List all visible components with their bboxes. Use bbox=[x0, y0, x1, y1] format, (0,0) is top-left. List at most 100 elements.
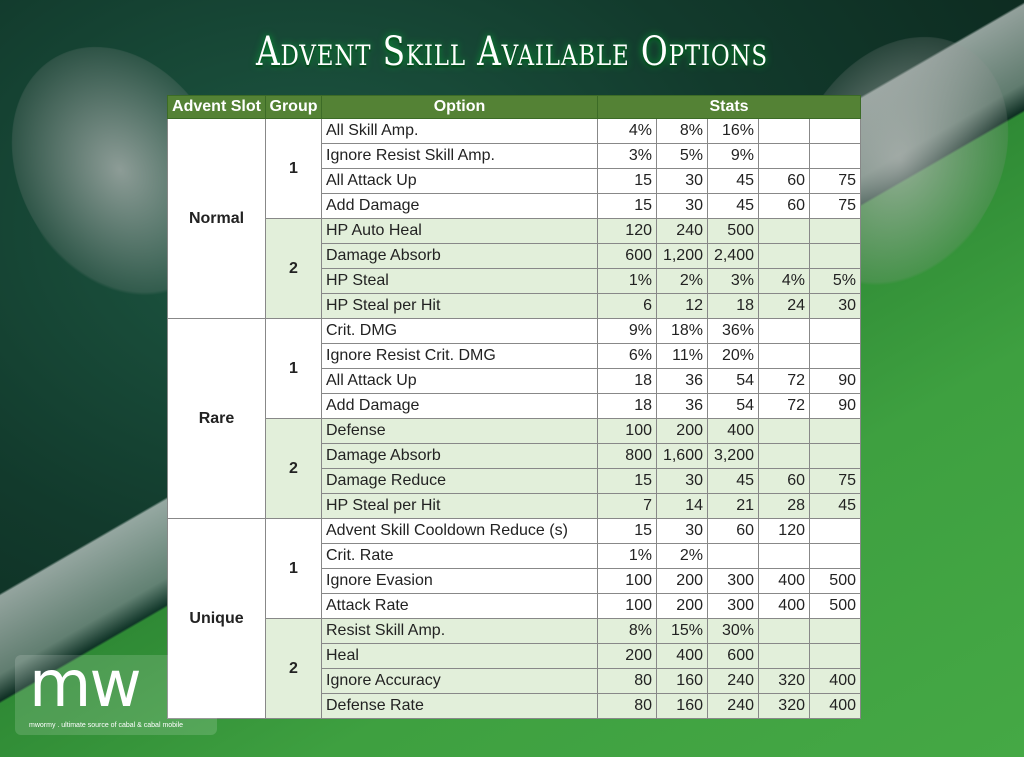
group-cell: 2 bbox=[265, 218, 322, 319]
stat-cell: 100 bbox=[597, 418, 657, 444]
stat-cell: 28 bbox=[758, 493, 810, 519]
stat-cell bbox=[758, 243, 810, 269]
stat-cell bbox=[809, 318, 861, 344]
stat-cell bbox=[758, 418, 810, 444]
option-cell: Attack Rate bbox=[321, 593, 598, 619]
option-cell: Damage Reduce bbox=[321, 468, 598, 494]
table-row: Ignore Resist Skill Amp. 3% 5% 9% bbox=[168, 143, 861, 169]
table-row: Attack Rate 100 200 300 400 500 bbox=[168, 593, 861, 619]
stat-cell: 600 bbox=[707, 643, 759, 669]
stat-cell: 15 bbox=[597, 193, 657, 219]
stat-cell: 18 bbox=[707, 293, 759, 319]
stat-cell: 6% bbox=[597, 343, 657, 369]
stat-cell: 30 bbox=[656, 193, 708, 219]
stat-cell: 15 bbox=[597, 518, 657, 544]
stat-cell: 18 bbox=[597, 393, 657, 419]
option-cell: Add Damage bbox=[321, 393, 598, 419]
option-cell: HP Steal per Hit bbox=[321, 293, 598, 319]
group-cell: 1 bbox=[265, 118, 322, 219]
stat-cell bbox=[758, 618, 810, 644]
table-row: 2 Resist Skill Amp. 8% 15% 30% bbox=[168, 618, 861, 719]
stat-cell: 45 bbox=[707, 193, 759, 219]
stat-cell: 14 bbox=[656, 493, 708, 519]
option-cell: Defense bbox=[321, 418, 598, 444]
advent-slot-cell: Rare bbox=[167, 318, 266, 519]
stat-cell: 1,600 bbox=[656, 443, 708, 469]
stat-cell: 300 bbox=[707, 593, 759, 619]
stat-cell: 11% bbox=[656, 343, 708, 369]
stat-cell: 60 bbox=[758, 168, 810, 194]
stat-cell: 400 bbox=[809, 693, 861, 719]
stat-cell bbox=[809, 343, 861, 369]
table-row: Ignore Resist Crit. DMG 6% 11% 20% bbox=[168, 343, 861, 369]
stat-cell: 100 bbox=[597, 593, 657, 619]
stat-cell: 60 bbox=[758, 193, 810, 219]
stat-cell: 400 bbox=[809, 668, 861, 694]
header-option: Option bbox=[321, 95, 598, 119]
stat-cell: 400 bbox=[707, 418, 759, 444]
stat-cell: 320 bbox=[758, 693, 810, 719]
stat-cell: 120 bbox=[597, 218, 657, 244]
stat-cell: 3% bbox=[707, 268, 759, 294]
option-cell: Ignore Resist Skill Amp. bbox=[321, 143, 598, 169]
stat-cell bbox=[758, 443, 810, 469]
stat-cell bbox=[809, 518, 861, 544]
option-cell: HP Steal per Hit bbox=[321, 493, 598, 519]
stat-cell: 200 bbox=[656, 568, 708, 594]
stat-cell: 3,200 bbox=[707, 443, 759, 469]
stat-cell: 500 bbox=[707, 218, 759, 244]
stat-cell: 45 bbox=[707, 468, 759, 494]
stat-cell: 2% bbox=[656, 268, 708, 294]
stat-cell: 20% bbox=[707, 343, 759, 369]
mw-logo: mw mwormy . ultimate source of cabal & c… bbox=[15, 655, 217, 735]
stat-cell: 5% bbox=[809, 268, 861, 294]
stat-cell bbox=[809, 218, 861, 244]
stat-cell: 15% bbox=[656, 618, 708, 644]
options-table: Advent Slot Group Option Stats Normal 1 Al… bbox=[167, 95, 861, 719]
table-row: HP Steal per Hit 6 12 18 24 30 bbox=[168, 293, 861, 319]
header-group: Group bbox=[265, 95, 322, 119]
stat-cell: 60 bbox=[758, 468, 810, 494]
stat-cell bbox=[809, 143, 861, 169]
option-cell: Damage Absorb bbox=[321, 243, 598, 269]
option-cell: Crit. Rate bbox=[321, 543, 598, 569]
stat-cell: 200 bbox=[597, 643, 657, 669]
table-row: Crit. Rate 1% 2% bbox=[168, 543, 861, 569]
stat-cell: 120 bbox=[758, 518, 810, 544]
stat-cell: 2,400 bbox=[707, 243, 759, 269]
stat-cell: 9% bbox=[597, 318, 657, 344]
stat-cell bbox=[809, 443, 861, 469]
stat-cell bbox=[707, 543, 759, 569]
header-advent-slot: Advent Slot bbox=[167, 95, 266, 119]
stat-cell bbox=[809, 243, 861, 269]
stat-cell: 800 bbox=[597, 443, 657, 469]
stat-cell: 90 bbox=[809, 368, 861, 394]
stat-cell: 400 bbox=[656, 643, 708, 669]
table-row: All Attack Up 15 30 45 60 75 bbox=[168, 168, 861, 194]
stat-cell bbox=[758, 643, 810, 669]
option-cell: HP Steal bbox=[321, 268, 598, 294]
stat-cell: 15 bbox=[597, 168, 657, 194]
table-row: HP Steal per Hit 7 14 21 28 45 bbox=[168, 493, 861, 519]
option-cell: All Attack Up bbox=[321, 368, 598, 394]
stat-cell: 1% bbox=[597, 268, 657, 294]
stat-cell: 500 bbox=[809, 568, 861, 594]
stat-cell: 2% bbox=[656, 543, 708, 569]
stat-cell: 36 bbox=[656, 393, 708, 419]
stat-cell: 36% bbox=[707, 318, 759, 344]
advent-slot-cell: Normal bbox=[167, 118, 266, 319]
stat-cell: 12 bbox=[656, 293, 708, 319]
stat-cell: 240 bbox=[656, 218, 708, 244]
stat-cell: 7 bbox=[597, 493, 657, 519]
stat-cell: 72 bbox=[758, 393, 810, 419]
group-cell: 1 bbox=[265, 518, 322, 619]
stat-cell: 30 bbox=[809, 293, 861, 319]
stat-cell: 160 bbox=[656, 693, 708, 719]
stat-cell: 200 bbox=[656, 418, 708, 444]
stat-cell: 75 bbox=[809, 468, 861, 494]
stat-cell: 30 bbox=[656, 468, 708, 494]
stat-cell: 80 bbox=[597, 668, 657, 694]
option-cell: Advent Skill Cooldown Reduce (s) bbox=[321, 518, 598, 544]
advent-slot-cell: Unique bbox=[167, 518, 266, 719]
stat-cell bbox=[758, 118, 810, 144]
